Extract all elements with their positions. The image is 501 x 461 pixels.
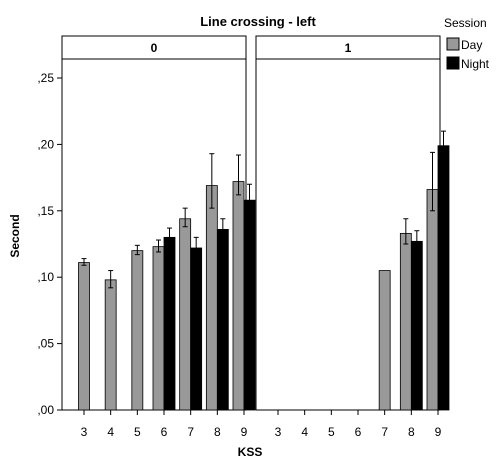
legend: Session Day Night (444, 16, 490, 71)
y-tick-label: ,15 (37, 204, 54, 218)
legend-label-night: Night (461, 57, 490, 71)
bar-day (399, 232, 412, 411)
bar-day (179, 218, 192, 411)
bar-day (426, 189, 439, 411)
bar-night (163, 236, 176, 411)
x-tick-label: 8 (408, 425, 415, 439)
x-tick-label: 4 (301, 425, 308, 439)
y-tick-label: ,10 (37, 270, 54, 284)
x-tick-label: 4 (107, 425, 114, 439)
chart-title: Line crossing - left (200, 14, 316, 29)
legend-swatch-night (446, 56, 460, 70)
bar-day (78, 262, 90, 411)
x-tick-label: 9 (435, 425, 442, 439)
y-tick-label: ,05 (37, 337, 54, 351)
bar-day (152, 246, 165, 411)
bar-day (232, 181, 245, 411)
bar-night (410, 240, 423, 411)
x-tick-label: 5 (134, 425, 141, 439)
panel-label: 0 (151, 41, 158, 55)
bar-day (104, 279, 117, 411)
panels: 0 3 4 5 6 7 8 9 1 3 4 5 6 7 8 9 (61, 35, 450, 439)
y-axis-title: Second (8, 214, 22, 257)
x-tick-label: 7 (381, 425, 388, 439)
y-tick-label: ,25 (37, 71, 54, 85)
bar-night (437, 145, 450, 411)
panel-1: 1 3 4 5 6 7 8 9 (255, 35, 450, 439)
panel-label: 1 (345, 41, 352, 55)
legend-title: Session (444, 16, 487, 30)
x-tick-label: 7 (187, 425, 194, 439)
bar-night (243, 199, 256, 411)
panel-0: 0 3 4 5 6 7 8 9 (61, 35, 256, 439)
legend-label-day: Day (461, 38, 482, 52)
bar-day (205, 185, 218, 411)
bar-day (378, 270, 391, 411)
y-tick-label: ,00 (37, 403, 54, 417)
x-tick-label: 6 (355, 425, 362, 439)
x-tick-label: 9 (241, 425, 248, 439)
x-tick-label: 6 (161, 425, 168, 439)
x-axis-title: KSS (238, 445, 263, 459)
bar-day (131, 250, 144, 411)
x-tick-label: 3 (275, 425, 282, 439)
y-tick-label: ,20 (37, 137, 54, 151)
bar-night (190, 247, 203, 411)
x-tick-label: 8 (214, 425, 221, 439)
legend-swatch-day (446, 37, 460, 51)
y-axis: ,00 ,05 ,10 ,15 ,20 ,25 (37, 71, 62, 417)
bar-night (216, 228, 229, 411)
x-tick-label: 3 (81, 425, 88, 439)
x-tick-label: 5 (328, 425, 335, 439)
